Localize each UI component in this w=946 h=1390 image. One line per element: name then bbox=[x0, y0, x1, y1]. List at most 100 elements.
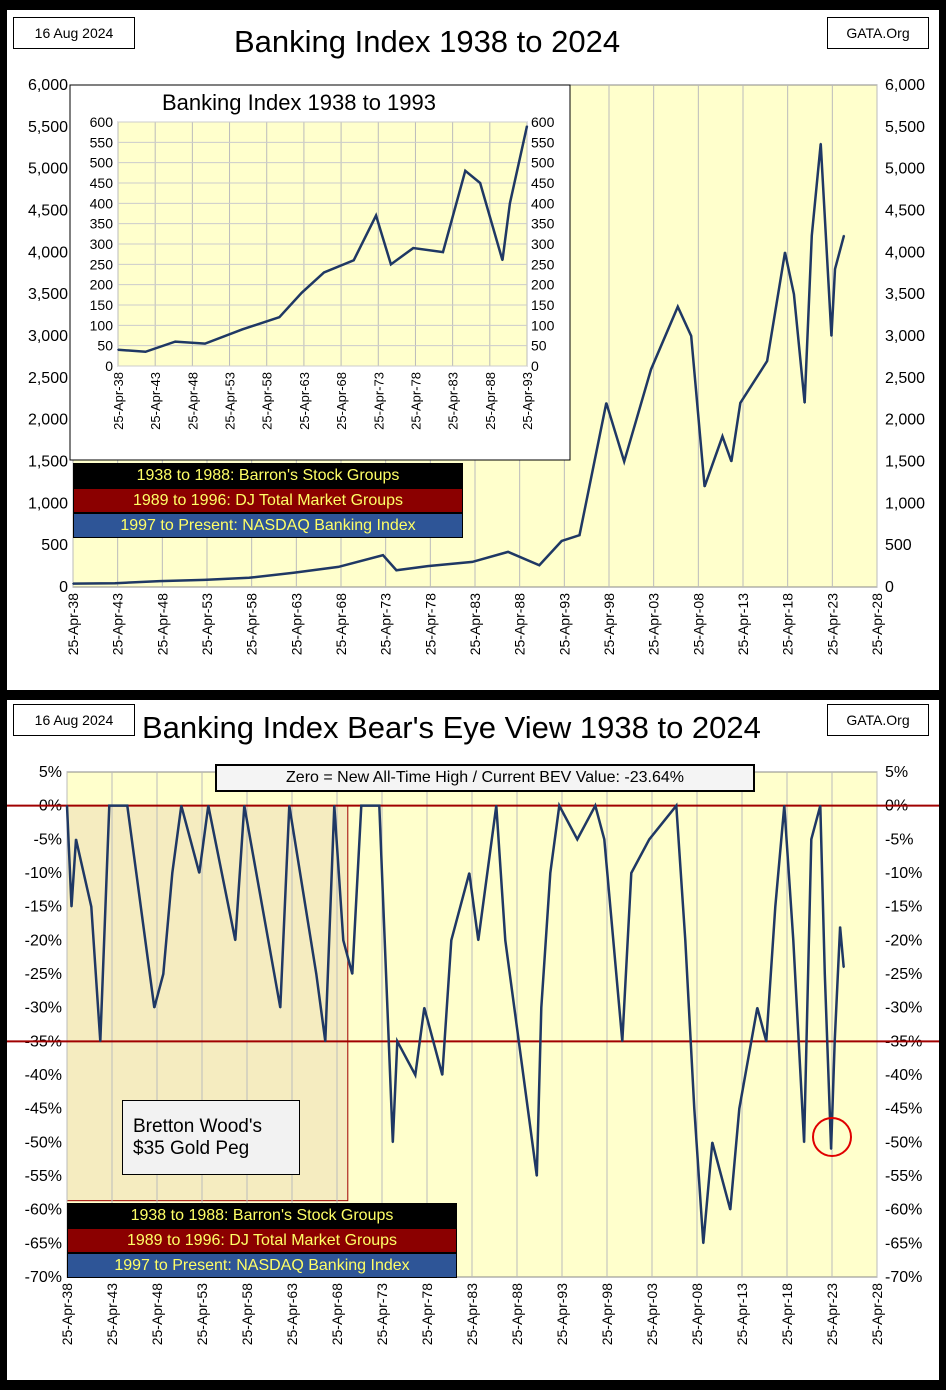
data-point bbox=[117, 348, 119, 351]
data-point bbox=[684, 939, 687, 942]
data-point bbox=[174, 340, 177, 343]
y-tick-label-left: -45% bbox=[25, 1101, 62, 1118]
data-point bbox=[513, 1006, 516, 1009]
x-tick-label: 25-Apr-68 bbox=[329, 1283, 345, 1345]
data-point bbox=[396, 1040, 399, 1043]
x-tick-label: 25-Apr-53 bbox=[194, 1283, 210, 1345]
y-tick-label-left: -30% bbox=[25, 1000, 62, 1017]
x-tick-label: 25-Apr-53 bbox=[223, 372, 238, 430]
data-point bbox=[292, 571, 295, 574]
y-tick-label-left: 5% bbox=[39, 764, 62, 781]
data-point bbox=[279, 1006, 282, 1009]
data-point bbox=[342, 939, 345, 942]
x-tick-label: 25-Apr-98 bbox=[601, 593, 617, 655]
data-point bbox=[693, 1107, 696, 1110]
y-tick-label-right: 200 bbox=[531, 277, 555, 293]
y-tick-label-left: 450 bbox=[90, 175, 114, 191]
data-point bbox=[72, 582, 74, 585]
bottom-date-box: 16 Aug 2024 bbox=[13, 704, 135, 736]
data-point bbox=[703, 485, 706, 488]
y-tick-label-left: 0 bbox=[59, 579, 68, 596]
top-chart-svg: 25-Apr-38 25-Apr-43 25-Apr-48 25-Apr-53 25-A… bbox=[28, 77, 925, 655]
y-tick-label-left: 0 bbox=[105, 358, 113, 374]
x-tick-label: 25-Apr-73 bbox=[378, 593, 394, 655]
data-point bbox=[648, 838, 651, 841]
data-point bbox=[675, 804, 678, 807]
x-tick-label: 25-Apr-08 bbox=[690, 593, 706, 655]
data-point bbox=[392, 1141, 394, 1144]
data-point bbox=[423, 1006, 426, 1009]
data-point bbox=[504, 939, 507, 942]
data-point bbox=[830, 1148, 832, 1150]
data-point bbox=[730, 460, 733, 463]
y-tick-label-left: 400 bbox=[90, 195, 114, 211]
bottom-chart-panel: 25-Apr-38 25-Apr-43 25-Apr-48 25-Apr-53 25-A… bbox=[7, 700, 939, 1380]
data-point bbox=[803, 1141, 805, 1144]
x-tick-label: 25-Apr-08 bbox=[689, 1283, 705, 1345]
y-tick-label-left: -70% bbox=[25, 1269, 62, 1286]
y-tick-label-left: -25% bbox=[25, 966, 62, 983]
y-tick-label-left: -65% bbox=[25, 1235, 62, 1252]
data-point bbox=[323, 271, 325, 274]
data-point bbox=[834, 268, 836, 270]
y-tick-label-left: 4,000 bbox=[28, 244, 68, 261]
x-tick-label: 25-Apr-98 bbox=[599, 1283, 615, 1345]
x-tick-label: 25-Apr-43 bbox=[110, 593, 126, 655]
x-tick-label: 25-Apr-03 bbox=[644, 1283, 660, 1345]
data-point bbox=[471, 561, 474, 563]
data-point bbox=[690, 335, 692, 337]
y-tick-label-right: 500 bbox=[531, 155, 555, 171]
data-point bbox=[793, 293, 795, 295]
x-tick-label: 25-Apr-73 bbox=[371, 372, 386, 430]
data-point bbox=[126, 804, 129, 807]
data-point bbox=[676, 305, 679, 308]
x-tick-label: 25-Apr-78 bbox=[408, 372, 423, 430]
data-point bbox=[414, 1074, 417, 1076]
bev-annotation: Zero = New All-Time High / Current BEV V… bbox=[215, 764, 755, 792]
data-point bbox=[248, 576, 250, 579]
bretton-woods-line1: Bretton Wood's bbox=[133, 1115, 262, 1137]
data-point bbox=[558, 804, 561, 807]
legend-nasdaq: 1997 to Present: NASDAQ Banking Index bbox=[73, 513, 463, 538]
data-point bbox=[721, 435, 724, 438]
x-tick-label: 25-Apr-38 bbox=[59, 1283, 75, 1345]
y-tick-label-right: -10% bbox=[885, 865, 922, 882]
data-point bbox=[495, 804, 498, 807]
data-point bbox=[395, 569, 398, 572]
data-point bbox=[261, 905, 264, 908]
y-tick-label-right: 5,000 bbox=[885, 161, 925, 178]
y-tick-label-left: -50% bbox=[25, 1134, 62, 1151]
data-point bbox=[810, 838, 813, 841]
data-point bbox=[108, 804, 111, 807]
y-tick-label-left: -5% bbox=[34, 831, 62, 848]
y-tick-label-right: -55% bbox=[885, 1168, 922, 1185]
x-tick-label: 25-Apr-83 bbox=[464, 1283, 480, 1345]
y-tick-label-right: -25% bbox=[885, 966, 922, 983]
legend-nasdaq-bottom: 1997 to Present: NASDAQ Banking Index bbox=[67, 1253, 457, 1278]
x-tick-label: 25-Apr-58 bbox=[239, 1283, 255, 1345]
data-point bbox=[810, 234, 813, 237]
y-tick-label-left: 2,500 bbox=[28, 370, 68, 387]
x-tick-label: 25-Apr-63 bbox=[288, 593, 304, 655]
x-tick-label: 25-Apr-43 bbox=[148, 372, 163, 430]
x-tick-label: 25-Apr-93 bbox=[520, 372, 535, 430]
top-date-box: 16 Aug 2024 bbox=[13, 17, 135, 49]
y-tick-label-right: 400 bbox=[531, 195, 555, 211]
x-tick-label: 25-Apr-93 bbox=[556, 593, 572, 655]
y-tick-label-left: 1,000 bbox=[28, 495, 68, 512]
y-tick-label-left: -40% bbox=[25, 1067, 62, 1084]
x-tick-label: 25-Apr-48 bbox=[149, 1283, 165, 1345]
y-tick-label-right: 50 bbox=[531, 338, 547, 354]
data-point bbox=[738, 1107, 741, 1110]
data-point bbox=[390, 263, 392, 266]
y-tick-label-right: 600 bbox=[531, 114, 555, 130]
data-point bbox=[843, 234, 845, 237]
x-tick-label: 25-Apr-63 bbox=[297, 372, 312, 430]
y-tick-label-left: 600 bbox=[90, 114, 114, 130]
y-tick-label-left: 350 bbox=[90, 216, 114, 232]
data-point bbox=[650, 368, 652, 371]
top-chart-panel: 25-Apr-38 25-Apr-43 25-Apr-48 25-Apr-53 25-A… bbox=[7, 10, 939, 690]
x-tick-label: 25-Apr-73 bbox=[374, 1283, 390, 1345]
data-point bbox=[729, 1208, 732, 1211]
y-tick-label-right: -30% bbox=[885, 1000, 922, 1017]
